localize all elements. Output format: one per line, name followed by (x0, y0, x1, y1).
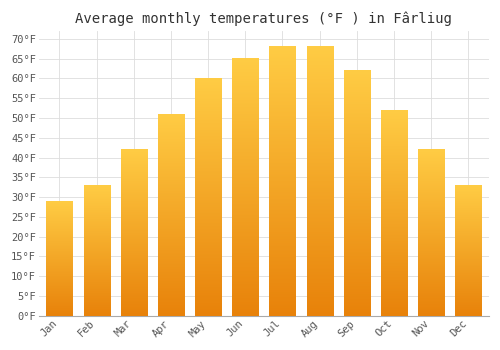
Bar (418, 150, 444, 316)
Bar (46, 201, 72, 316)
Bar (344, 70, 370, 316)
Bar (195, 78, 221, 316)
Bar (270, 47, 295, 316)
Bar (381, 110, 407, 316)
Bar (306, 47, 332, 316)
Bar (120, 150, 146, 316)
Title: Average monthly temperatures (°F ) in Fârliug: Average monthly temperatures (°F ) in Fâ… (76, 11, 452, 26)
Bar (158, 114, 184, 316)
Bar (84, 185, 110, 316)
Bar (232, 59, 258, 316)
Bar (456, 185, 481, 316)
